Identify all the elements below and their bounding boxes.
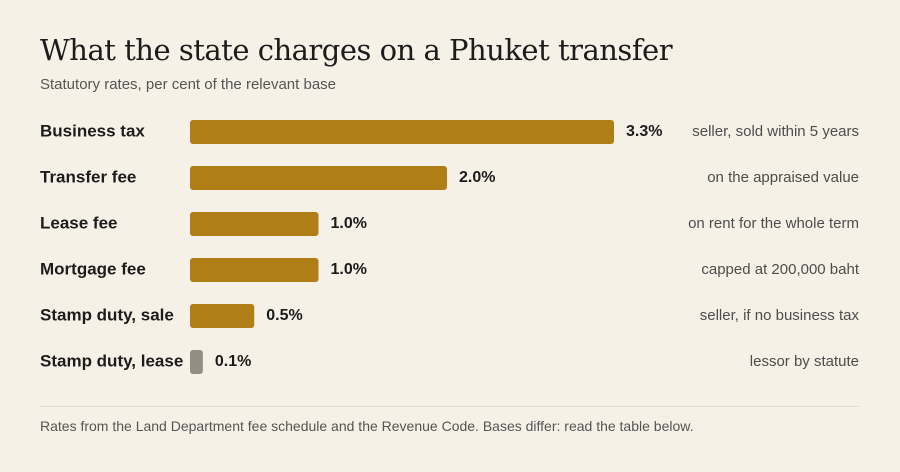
chart-subtitle: Statutory rates, per cent of the relevan…: [40, 76, 337, 93]
bar-row-5: Stamp duty, sale 0.5% seller, if no busine…: [40, 304, 859, 328]
note-label-1: seller, sold within 5 years: [692, 123, 859, 140]
bar-1: [190, 120, 614, 144]
value-label-4: 1.0%: [330, 261, 366, 278]
category-label-5: Stamp duty, sale: [40, 305, 174, 324]
category-label-4: Mortgage fee: [40, 259, 146, 278]
category-label-6: Stamp duty, lease: [40, 351, 183, 370]
value-label-1: 3.3%: [626, 123, 662, 140]
bar-2: [190, 166, 447, 190]
bar-row-2: Transfer fee 2.0% on the appraised value: [40, 166, 859, 190]
footnote-divider: [40, 406, 859, 407]
category-label-3: Lease fee: [40, 213, 118, 232]
bar-row-1: Business tax 3.3% seller, sold within 5 ye…: [40, 120, 859, 144]
bar-row-3: Lease fee 1.0% on rent for the whole term: [40, 212, 859, 236]
category-label-2: Transfer fee: [40, 167, 136, 186]
note-label-6: lessor by statute: [750, 353, 859, 370]
category-label-1: Business tax: [40, 121, 145, 140]
bar-3: [190, 212, 319, 236]
bar-row-6: Stamp duty, lease 0.1% lessor by statute: [40, 350, 859, 374]
bar-6: [190, 350, 203, 374]
bar-4: [190, 258, 319, 282]
note-label-2: on the appraised value: [707, 169, 859, 186]
note-label-5: seller, if no business tax: [700, 307, 860, 324]
chart-footnote: Rates from the Land Department fee sched…: [40, 418, 694, 434]
value-label-6: 0.1%: [215, 353, 251, 370]
bar-5: [190, 304, 255, 328]
bar-row-4: Mortgage fee 1.0% capped at 200,000 baht: [40, 258, 860, 282]
value-label-3: 1.0%: [330, 215, 366, 232]
bar-chart: Business tax 3.3% seller, sold within 5 ye…: [40, 120, 860, 374]
value-label-2: 2.0%: [459, 169, 495, 186]
note-label-4: capped at 200,000 baht: [701, 261, 859, 278]
value-label-5: 0.5%: [266, 307, 302, 324]
note-label-3: on rent for the whole term: [688, 215, 859, 232]
chart-title: What the state charges on a Phuket trans…: [40, 33, 673, 67]
